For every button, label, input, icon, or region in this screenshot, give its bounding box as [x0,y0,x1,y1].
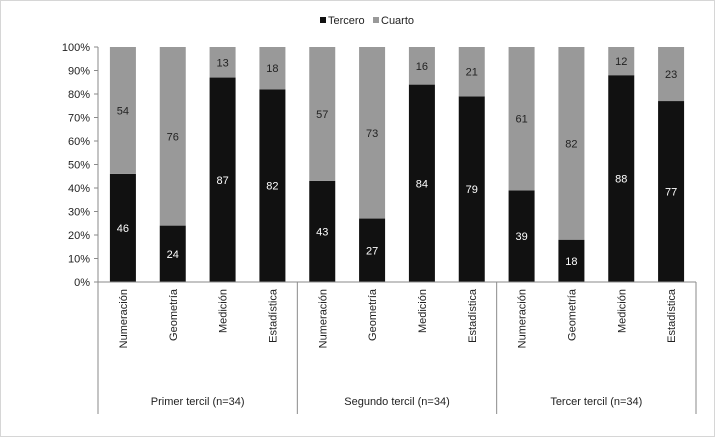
data-label-cuarto: 61 [515,114,527,126]
group-label: Segundo tercil (n=34) [344,396,449,408]
bar-cuarto [209,47,236,78]
category-label: Numeración [118,289,130,348]
data-label-cuarto: 82 [565,138,577,150]
data-label-tercero: 27 [366,245,378,257]
y-tick-label: 100% [62,42,90,54]
data-label-cuarto: 18 [266,63,278,75]
y-tick-label: 50% [68,160,90,172]
bar-tercero [359,218,386,282]
y-tick-label: 20% [68,230,90,242]
bar-tercero [209,77,236,282]
bar-cuarto [309,47,336,181]
bar-cuarto [359,47,386,219]
category-label: Estadística [666,288,678,343]
y-tick-label: 40% [68,183,90,195]
y-tick-label: 70% [68,113,90,125]
bar-tercero [558,239,585,282]
legend: Tercero Cuarto [320,15,414,27]
bar-cuarto [508,47,535,191]
data-label-tercero: 88 [615,174,627,186]
legend-label-cuarto: Cuarto [381,15,414,27]
category-label: Medición [218,289,230,333]
data-label-tercero: 82 [266,181,278,193]
y-tick-label: 0% [74,277,90,289]
data-label-cuarto: 57 [316,109,328,121]
bar-tercero [608,75,635,282]
data-label-cuarto: 23 [665,69,677,81]
data-label-cuarto: 13 [216,57,228,69]
bar-tercero [309,180,336,282]
x-axis: Numeración Geometría Medición Estadística Pr… [97,281,697,414]
bar-cuarto [658,47,685,102]
y-axis: 0% 10% 20% 30% 40% 50% 60% 70% 80% 90% 100% [62,42,99,289]
data-label-tercero: 24 [167,249,179,261]
bar-cuarto [558,47,585,240]
category-label: Geometría [566,288,578,341]
bar-cuarto [109,47,136,174]
data-label-cuarto: 16 [416,61,428,73]
y-tick-label: 30% [68,207,90,219]
y-tick-label: 60% [68,136,90,148]
category-label: Numeración [317,289,329,348]
data-label-tercero: 77 [665,187,677,199]
bar-tercero [508,190,535,282]
bar-tercero [408,84,435,282]
data-label-cuarto: 21 [466,67,478,79]
data-label-tercero: 18 [565,256,577,268]
data-label-tercero: 84 [416,178,428,190]
data-label-cuarto: 76 [167,131,179,143]
y-tick-label: 90% [68,66,90,78]
category-label: Medición [616,289,628,333]
data-label-tercero: 46 [117,223,129,235]
y-tick-label: 80% [68,89,90,101]
bar-tercero [259,89,286,282]
bar-tercero [658,101,685,282]
bar-cuarto [259,47,286,90]
data-label-cuarto: 73 [366,128,378,140]
bar-cuarto [408,47,435,85]
category-label: Geometría [168,288,180,341]
bar-cuarto [159,47,186,226]
category-label: Numeración [517,289,529,348]
data-label-tercero: 87 [216,175,228,187]
bar-tercero [109,173,136,282]
legend-swatch-tercero [320,17,326,23]
data-label-cuarto: 12 [615,56,627,68]
bar-cuarto [458,47,485,97]
category-label: Medición [417,289,429,333]
legend-label-tercero: Tercero [328,15,365,27]
bar-cuarto [608,47,635,76]
category-label: Geometría [367,288,379,341]
data-label-tercero: 43 [316,226,328,238]
group-label: Primer tercil (n=34) [151,396,245,408]
data-label-cuarto: 54 [117,105,129,117]
category-label: Estadística [267,288,279,343]
bars: 46 54 24 76 87 13 82 18 43 57 27 73 84 16 79 21 39 61 18 82… [109,47,685,282]
data-label-tercero: 39 [515,231,527,243]
bar-tercero [159,225,186,282]
legend-swatch-cuarto [373,17,379,23]
group-label: Tercer tercil (n=34) [550,396,642,408]
data-label-tercero: 79 [466,184,478,196]
category-label: Estadística [467,288,479,343]
bar-tercero [458,96,485,282]
y-tick-label: 10% [68,254,90,266]
